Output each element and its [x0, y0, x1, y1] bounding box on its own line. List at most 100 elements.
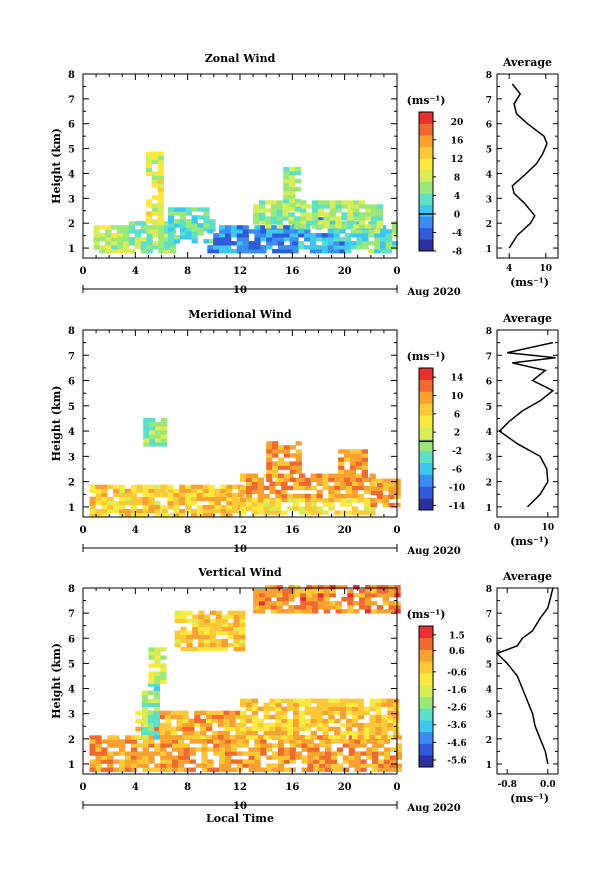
- heatmap-cell: [313, 759, 320, 764]
- heatmap-cell: [135, 734, 142, 740]
- heatmap-cell: [113, 508, 120, 514]
- heatmap-cell: [254, 767, 261, 772]
- heatmap-cell: [304, 698, 312, 703]
- heatmap-cell: [272, 755, 279, 760]
- heatmap-cell: [348, 751, 355, 756]
- heatmap-cell: [221, 638, 228, 644]
- heatmap-cell: [298, 473, 306, 478]
- heatmap-cell: [155, 422, 162, 427]
- heatmap-cell: [197, 227, 204, 232]
- heatmap-cell: [346, 702, 353, 707]
- average-title: Average: [502, 56, 552, 69]
- heatmap-cell: [257, 726, 264, 732]
- heatmap-cell: [236, 751, 243, 756]
- heatmap-cell: [142, 739, 149, 744]
- heatmap-cell: [242, 249, 249, 254]
- heatmap-cell: [317, 605, 325, 610]
- heatmap-cell: [245, 485, 253, 491]
- heatmap-cell: [233, 630, 240, 636]
- heatmap-cell: [325, 759, 332, 764]
- heatmap-cell: [270, 208, 277, 213]
- heatmap-cell: [141, 702, 149, 707]
- heatmap-cell: [230, 233, 238, 238]
- heatmap-cell: [353, 200, 360, 205]
- heatmap-cell: [263, 502, 270, 507]
- heatmap-cell: [335, 224, 342, 229]
- heatmap-cell: [363, 730, 370, 736]
- heatmap-cell: [344, 477, 351, 482]
- heatmap-cell: [381, 722, 388, 728]
- heatmap-cell: [236, 237, 243, 242]
- heatmap-cell: [310, 249, 317, 254]
- heatmap-cell: [198, 638, 205, 644]
- heatmap-cell: [389, 755, 397, 760]
- heatmap-cell: [219, 245, 226, 250]
- avg-y-tick-label: 6: [486, 378, 492, 388]
- heatmap-cell: [95, 751, 102, 756]
- heatmap-cell: [257, 502, 264, 507]
- heatmap-cell: [298, 477, 306, 482]
- heatmap-cell: [257, 498, 264, 503]
- heatmap-cell: [196, 513, 204, 518]
- heatmap-cell: [180, 614, 187, 619]
- heatmap-cell: [99, 245, 106, 250]
- heatmap-cell: [322, 498, 329, 503]
- heatmap-cell: [277, 759, 285, 764]
- heatmap-cell: [225, 237, 232, 242]
- colorbar-tick-label: 20: [451, 118, 464, 128]
- heatmap-cell: [230, 229, 238, 234]
- heatmap-cell: [289, 171, 296, 176]
- heatmap-cell: [301, 747, 308, 752]
- heatmap-cell: [89, 508, 96, 514]
- heatmap-cell: [220, 484, 227, 490]
- heatmap-cell: [183, 743, 190, 748]
- heatmap-cell: [122, 229, 130, 234]
- heatmap-cell: [340, 702, 347, 707]
- y-tick-label: 6: [68, 634, 75, 645]
- heatmap-cell: [233, 646, 240, 652]
- heatmap-cell: [382, 601, 389, 606]
- heatmap-cell: [107, 484, 114, 490]
- x-tick-label: 8: [184, 266, 191, 277]
- heatmap-cell: [348, 743, 355, 748]
- heatmap-cell: [130, 751, 138, 756]
- heatmap-cell: [316, 506, 323, 511]
- heatmap-cell: [192, 630, 199, 636]
- heatmap-cell: [251, 706, 259, 711]
- heatmap-cell: [346, 710, 353, 716]
- heatmap-cell: [89, 763, 96, 768]
- heatmap-cell: [289, 182, 296, 188]
- heatmap-cell: [207, 759, 214, 764]
- heatmap-cell: [154, 513, 161, 518]
- heatmap-cell: [356, 233, 363, 238]
- heatmap-cell: [257, 485, 264, 491]
- heatmap-cell: [306, 204, 313, 209]
- heatmap-cell: [276, 597, 283, 602]
- heatmap-cell: [381, 734, 388, 740]
- heatmap-cell: [172, 767, 179, 772]
- heatmap-cell: [219, 747, 226, 752]
- heatmap-cell: [277, 245, 285, 250]
- heatmap-cell: [281, 493, 288, 499]
- heatmap-cell: [245, 489, 253, 495]
- heatmap-cell: [372, 751, 379, 756]
- heatmap-cell: [263, 493, 270, 499]
- heatmap-cell: [281, 510, 288, 515]
- heatmap-cell: [95, 496, 102, 502]
- heatmap-cell: [301, 743, 308, 748]
- heatmap-cell: [215, 614, 223, 619]
- heatmap-cell: [105, 245, 112, 250]
- heatmap-cell: [226, 508, 233, 514]
- heatmap-cell: [232, 504, 239, 510]
- heatmap-cell: [277, 445, 285, 450]
- heatmap-cell: [194, 718, 201, 724]
- heatmap-cell: [339, 249, 346, 254]
- colorbar-tick-label: -5.6: [447, 756, 466, 766]
- heatmap-cell: [395, 763, 402, 768]
- heatmap-cell: [147, 702, 155, 707]
- heatmap-cell: [196, 488, 204, 494]
- heatmap-cell: [359, 589, 366, 594]
- heatmap-cell: [276, 609, 283, 614]
- heatmap-cell: [322, 510, 329, 515]
- heatmap-cell: [185, 235, 192, 240]
